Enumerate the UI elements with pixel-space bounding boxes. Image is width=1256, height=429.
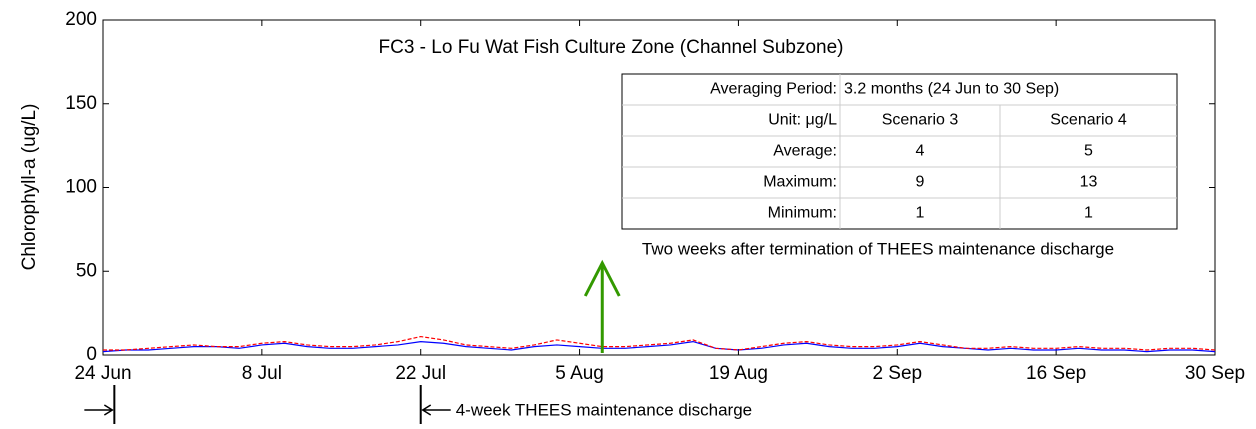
table-cell: 9 bbox=[916, 174, 925, 191]
table-cell: Scenario 3 bbox=[882, 112, 959, 129]
arrow-right bbox=[84, 404, 114, 416]
arrow-left bbox=[421, 404, 451, 416]
x-tick-label: 5 Aug bbox=[555, 363, 604, 384]
x-tick-label: 22 Jul bbox=[395, 363, 446, 384]
annotation-text: Two weeks after termination of THEES mai… bbox=[642, 239, 1114, 258]
series-line bbox=[102, 340, 1216, 353]
y-tick-label: 0 bbox=[86, 344, 97, 365]
y-tick-label: 50 bbox=[76, 260, 97, 281]
table-cell: Average: bbox=[773, 143, 837, 160]
x-tick-label: 8 Jul bbox=[242, 363, 282, 384]
y-axis-label: Chlorophyll-a (ug/L) bbox=[19, 104, 40, 271]
table-cell: Unit: μg/L bbox=[768, 112, 837, 129]
x-tick-label: 16 Sep bbox=[1026, 363, 1086, 384]
table-cell: 5 bbox=[1084, 143, 1093, 160]
annotation-arrowhead bbox=[583, 259, 621, 297]
table-cell: 1 bbox=[1084, 205, 1093, 222]
table-cell: 1 bbox=[916, 205, 925, 222]
table-cell: Scenario 4 bbox=[1050, 112, 1127, 129]
table-cell: 13 bbox=[1080, 174, 1098, 191]
discharge-label: 4-week THEES maintenance discharge bbox=[456, 400, 752, 419]
table-cell: Maximum: bbox=[763, 174, 837, 191]
y-tick-label: 100 bbox=[65, 177, 97, 198]
table-cell: 4 bbox=[916, 143, 925, 160]
table-cell: Averaging Period: bbox=[710, 81, 837, 98]
y-tick-label: 150 bbox=[65, 93, 97, 114]
chart-title: FC3 - Lo Fu Wat Fish Culture Zone (Chann… bbox=[379, 37, 844, 58]
x-tick-label: 30 Sep bbox=[1185, 363, 1245, 384]
table-cell: 3.2 months (24 Jun to 30 Sep) bbox=[844, 81, 1059, 98]
x-tick-label: 19 Aug bbox=[709, 363, 768, 384]
y-tick-label: 200 bbox=[65, 9, 97, 30]
x-tick-label: 24 Jun bbox=[74, 363, 131, 384]
table-cell: Minimum: bbox=[768, 205, 837, 222]
x-tick-label: 2 Sep bbox=[872, 363, 922, 384]
series-line bbox=[103, 335, 1216, 351]
table-frame bbox=[621, 73, 1178, 230]
